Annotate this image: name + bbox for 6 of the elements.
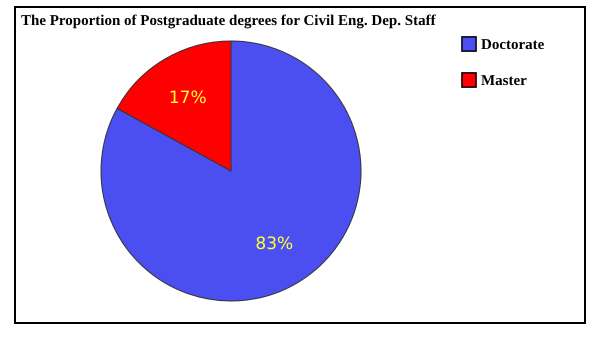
data-label: 17% bbox=[168, 88, 207, 108]
data-label: 83% bbox=[255, 234, 294, 254]
pie-slice bbox=[100, 40, 362, 302]
legend-label: Doctorate bbox=[481, 37, 545, 53]
legend-label: Master bbox=[481, 73, 528, 89]
chart-title: The Proportion of Postgraduate degrees for Civil Eng. Dep. Staff bbox=[21, 13, 437, 29]
